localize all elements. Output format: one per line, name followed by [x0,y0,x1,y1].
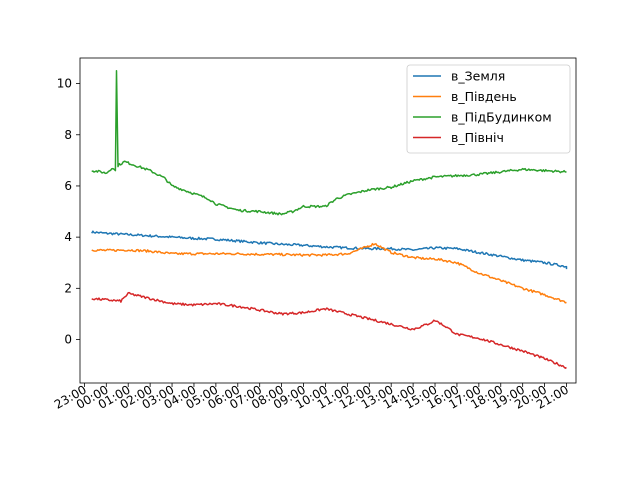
y-tick-label: 2 [64,281,72,295]
series-line-2 [91,70,567,216]
series-line-1 [91,242,567,304]
legend-label-1: в_Південь [451,89,517,104]
legend-label-0: в_Земля [451,69,505,84]
y-tick-label: 6 [64,179,72,193]
legend-label-3: в_Північ [451,130,504,145]
series-line-0 [91,230,568,270]
legend-label-2: в_ПідБудинком [451,110,552,125]
y-tick-label: 8 [64,128,72,142]
plot-frame [79,57,577,384]
y-tick-label: 10 [57,77,72,91]
y-tick-label: 4 [64,230,72,244]
series-line-3 [91,291,567,369]
legend-box [406,64,571,154]
series-layer [91,70,568,369]
legend: в_Земля в_Південь в_ПідБудинком в_Північ [406,64,571,154]
y-tick-label: 0 [64,332,72,346]
